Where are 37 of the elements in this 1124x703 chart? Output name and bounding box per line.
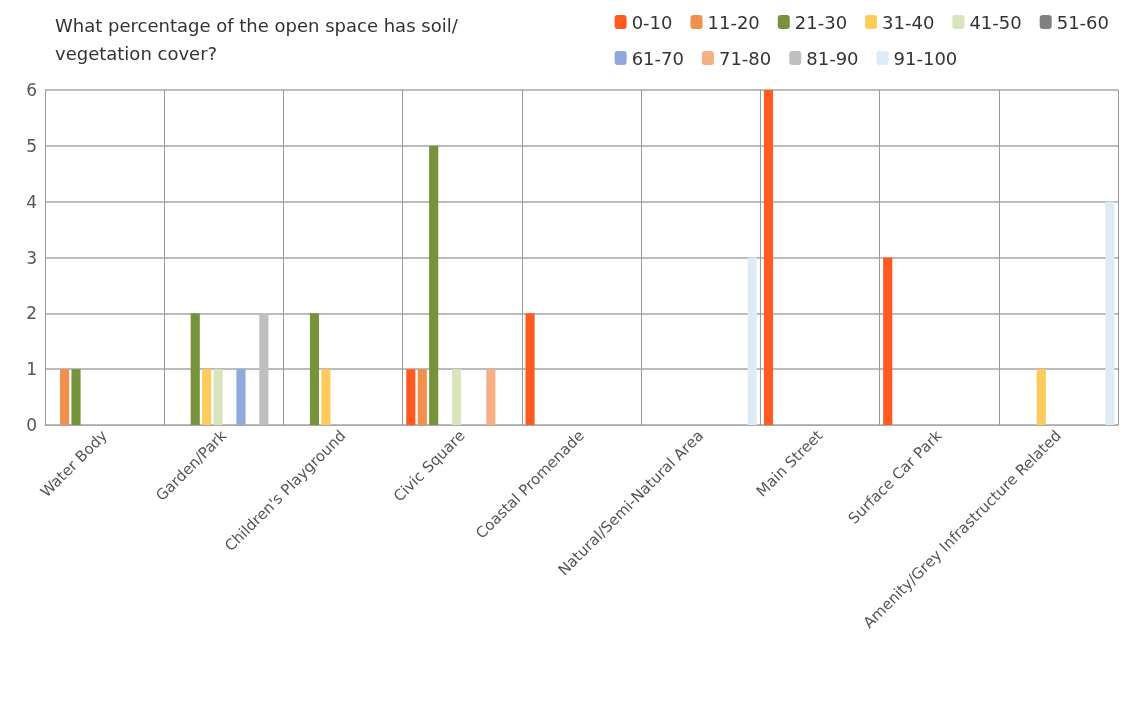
legend-label: 61-70 (631, 47, 684, 69)
legend-label: 91-100 (893, 47, 958, 69)
y-tick-label: 5 (26, 135, 37, 156)
y-tick-label: 6 (26, 80, 37, 100)
y-tick-label: 1 (26, 359, 37, 380)
y-tick-label: 3 (26, 247, 37, 268)
bar (417, 369, 427, 425)
legend-label: 31-40 (882, 11, 935, 33)
legend-label: 11-20 (707, 11, 760, 33)
bar (1036, 369, 1046, 425)
bar (202, 369, 212, 425)
bar (406, 369, 416, 425)
chart-title: What percentage of the open space has soil/vegetation cover? (55, 14, 459, 64)
legend-label: 21-30 (794, 11, 848, 33)
bar (213, 369, 223, 425)
bar (883, 257, 893, 425)
bar (1105, 201, 1115, 425)
legend-label: 81-90 (806, 47, 859, 69)
bar (429, 145, 439, 425)
bar (236, 369, 246, 425)
legend-label: 51-60 (1056, 11, 1110, 33)
bar (525, 313, 535, 425)
legend-label: 41-50 (969, 11, 1022, 33)
y-tick-label: 2 (26, 303, 37, 324)
y-tick-label: 4 (26, 191, 37, 212)
y-tick-label: 0 (26, 415, 37, 435)
bar (190, 313, 200, 425)
bar (309, 313, 320, 425)
bar (747, 257, 757, 425)
bar (60, 369, 70, 425)
bar (763, 90, 774, 425)
bar (486, 369, 496, 425)
bar (451, 369, 462, 425)
legend-label: 71-80 (718, 47, 772, 69)
legend-label: 0-10 (631, 11, 673, 33)
bar (71, 369, 81, 425)
bar (321, 369, 331, 425)
